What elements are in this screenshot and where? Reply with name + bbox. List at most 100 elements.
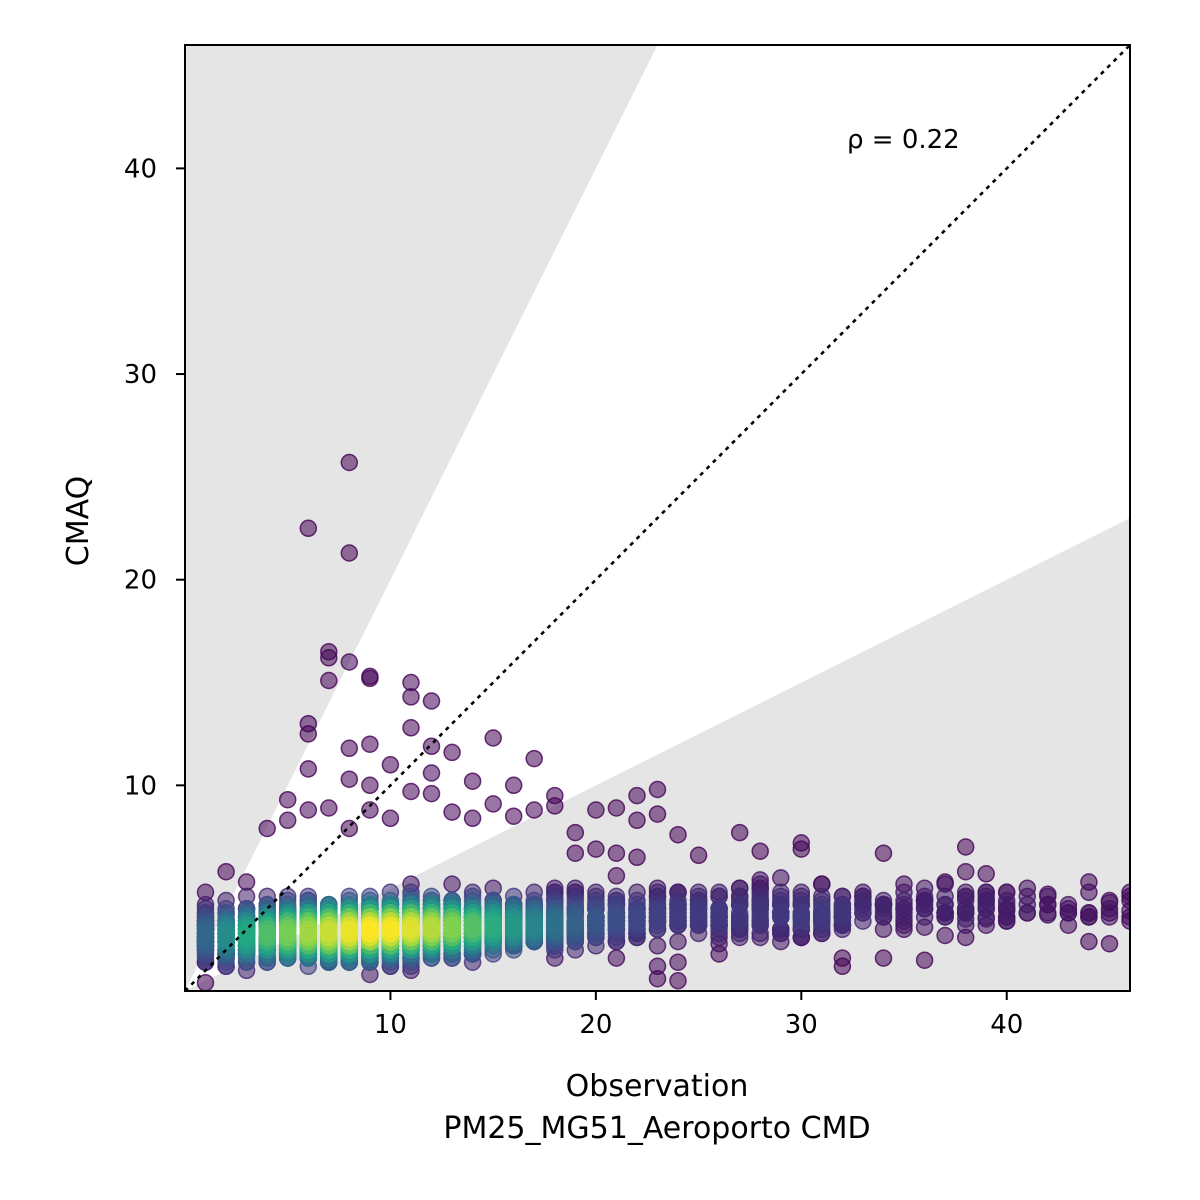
scatter-point [566,844,585,862]
scatter-point [710,908,728,926]
scatter-point [628,908,646,926]
scatter-point [1080,904,1098,922]
scatter-point [587,912,605,930]
scatter-point [669,904,687,922]
scatter-point [525,801,543,819]
scatter-point [217,862,235,881]
scatter-point [813,908,831,926]
scatter-point [751,904,769,922]
scatter-point [977,899,995,918]
scatter-point [874,899,893,918]
scatter-point [361,920,379,939]
scatter-point [956,899,975,918]
scatter-point [669,932,687,951]
scatter-point [648,780,667,799]
scatter-point [607,844,626,862]
scatter-point [1018,895,1037,914]
scatter-point [299,519,318,538]
scatter-point [792,840,811,858]
scatter-point [278,924,297,943]
scatter-point [669,971,687,990]
scatter-point [689,904,708,922]
scatter-point [422,784,441,803]
y-axis-ticks: 10 20 30 40 [124,154,185,801]
scatter-point [299,801,318,819]
scatter-point [484,729,502,747]
y-tick-label: 40 [124,154,157,184]
scatter-point [443,875,461,893]
scatter-point [278,790,297,809]
scatter-point [196,924,215,943]
x-axis-ticks: 10 20 30 40 [374,991,1023,1040]
scatter-point [402,673,420,692]
scatter-point [443,920,461,939]
x-axis-label-line-2: PM25_MG51_Aeroporto CMD [443,1111,870,1146]
scatter-point [730,823,749,842]
scatter-point [504,916,523,934]
y-tick-label: 30 [124,360,157,390]
scatter-point [1121,902,1130,920]
scatter-point [936,926,954,945]
scatter-point [422,764,441,782]
scatter-point [915,951,934,969]
scatter-point [648,805,667,823]
scatter-point [463,772,482,790]
scatter-point [956,838,975,856]
scatter-point [915,899,934,918]
scatter-point [628,811,646,830]
x-tick-label: 40 [990,1010,1023,1040]
scatter-point [669,825,687,844]
x-axis-label-line-1: Observation [566,1069,749,1104]
scatter-point [258,924,276,943]
scatter-point [772,869,790,887]
scatter-point [340,819,359,838]
scatter-point [402,719,420,737]
scatter-point [443,803,461,821]
scatter-point [422,737,441,756]
x-tick-label: 10 [374,1010,407,1040]
scatter-point [833,904,852,922]
scatter-point [381,756,400,774]
scatter-point [340,544,359,562]
scatter-point [381,809,400,828]
scatter-point [237,873,256,891]
scatter-point [792,908,811,926]
scatter-point [648,937,667,955]
scatter-point [237,924,256,943]
scatter-point [340,739,359,758]
scatter-point [443,743,461,762]
scatter-point [402,688,420,706]
scatter-point [1100,899,1119,918]
scatter-point [936,895,954,914]
scatter-point [463,809,482,828]
scatter-point [340,770,359,788]
shaded-band [185,45,1130,991]
scatter-point [361,776,379,795]
scatter-point [484,916,502,934]
scatter-point [648,908,667,926]
scatter-point [258,819,276,838]
scatter-point [340,653,359,671]
scatter-point [874,844,893,862]
scatter-point [422,692,441,710]
scatter-point [607,912,626,930]
x-tick-label: 20 [579,1010,612,1040]
scatter-point [751,842,769,860]
scatter-point [772,904,790,922]
scatter-point [484,795,502,813]
correlation-annotation: ρ = 0.22 [847,125,960,155]
scatter-point [299,725,318,743]
y-axis-label: CMAQ [61,476,96,566]
scatter-point [1059,899,1078,918]
scatter-point [299,760,318,778]
y-tick-label: 20 [124,566,157,596]
scatter-point [422,920,441,939]
scatter-point [340,453,359,472]
scatter-point [278,811,297,830]
shaded-region-lower [185,518,1130,991]
scatter-point [648,957,667,976]
scatter-point [1039,895,1057,914]
scatter-point [833,949,852,967]
scatter-point [874,949,893,967]
